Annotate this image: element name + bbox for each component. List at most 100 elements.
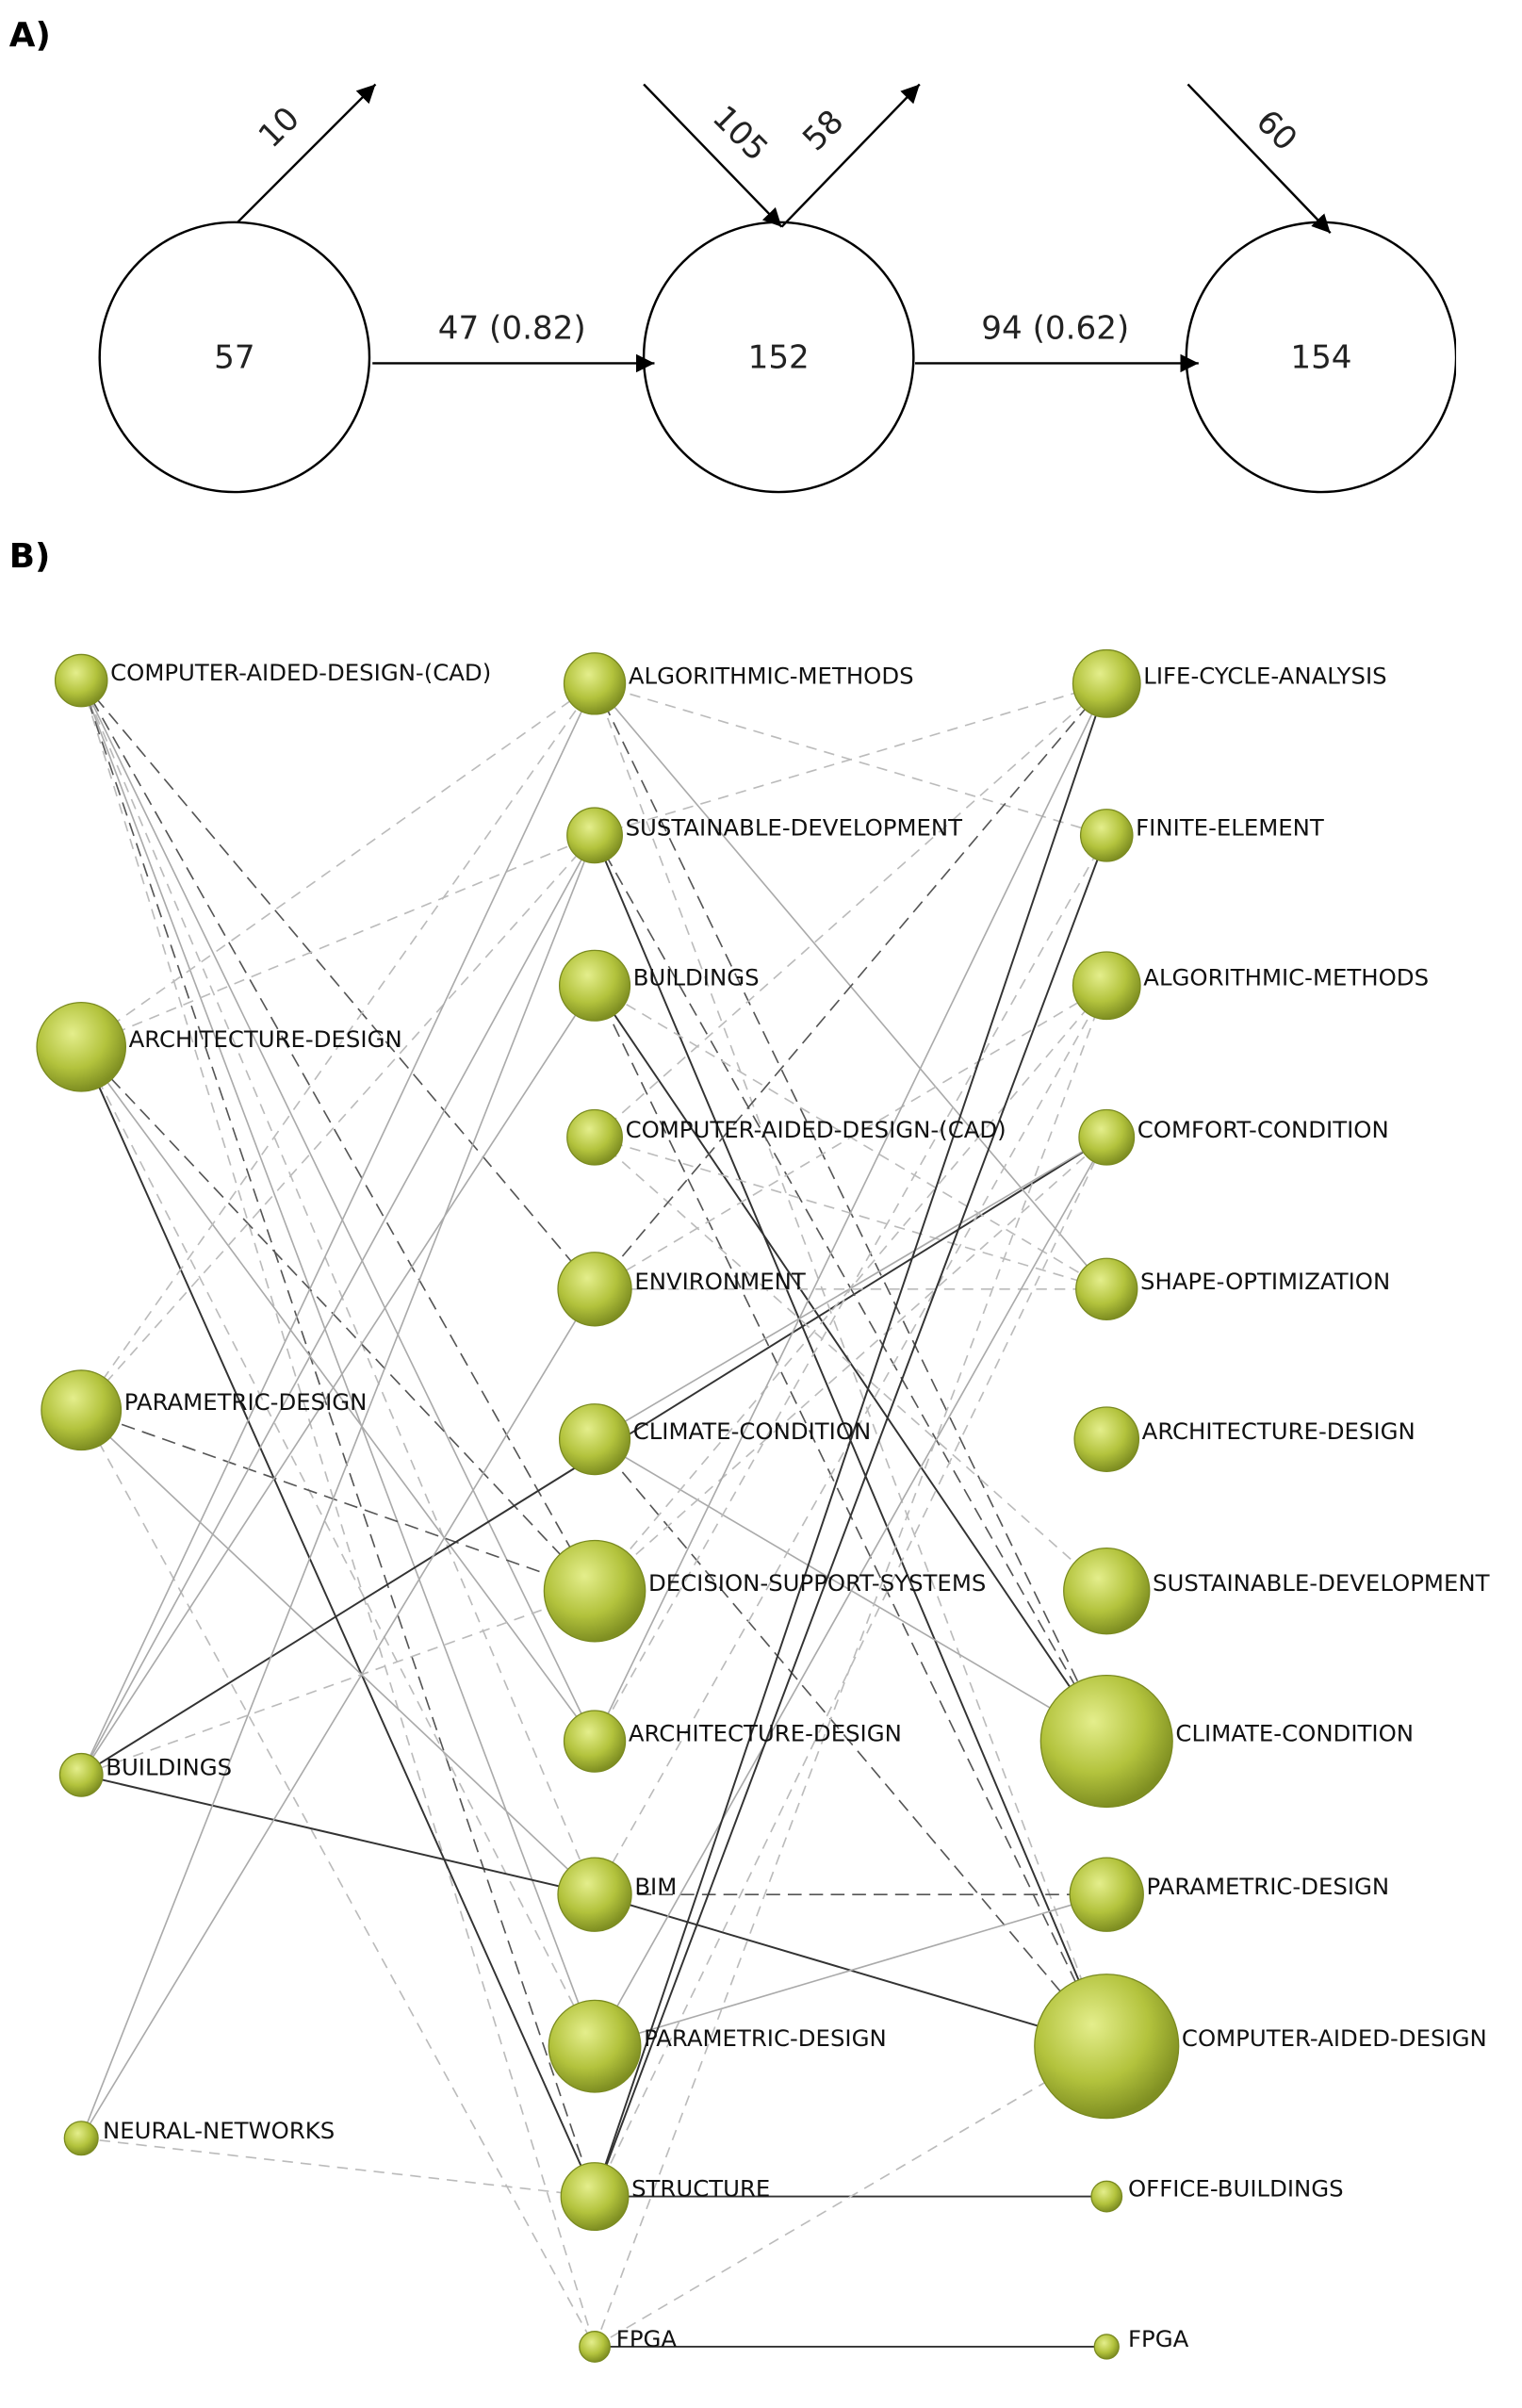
keyword-node: [563, 652, 627, 715]
edge: [80, 834, 596, 1411]
edge: [80, 680, 596, 1290]
transition-label: 94 (0.62): [981, 309, 1129, 347]
state-count: 152: [748, 338, 810, 376]
edge: [80, 834, 596, 1776]
state-count: 57: [214, 338, 254, 376]
keyword-node: [1069, 1857, 1144, 1932]
edge: [80, 835, 596, 2139]
edge: [594, 683, 1108, 2197]
keyword-node: [558, 1403, 631, 1476]
keyword-label: ARCHITECTURE-DESIGN: [629, 1720, 902, 1747]
keyword-label: SUSTAINABLE-DEVELOPMENT: [1153, 1569, 1490, 1597]
edge: [594, 985, 1107, 1290]
keyword-node: [543, 1539, 646, 1643]
edge: [594, 1137, 1107, 1592]
edge: [80, 680, 596, 2197]
edge: [80, 682, 596, 1048]
flow-label: 60: [1249, 103, 1304, 158]
panel-label: A): [9, 16, 51, 55]
keyword-node: [557, 1857, 632, 1932]
edge: [594, 985, 1108, 2348]
edge: [80, 680, 596, 2348]
keyword-label: FINITE-ELEMENT: [1136, 813, 1324, 841]
keyword-node: [1034, 1974, 1180, 2120]
keyword-label: DECISION-SUPPORT-SYSTEMS: [648, 1569, 986, 1597]
keyword-node: [557, 1252, 632, 1327]
edge: [81, 2137, 596, 2198]
keyword-node: [1072, 951, 1141, 1021]
arrow: [1187, 83, 1332, 235]
keyword-label: COMPUTER-AIDED-DESIGN: [1182, 2024, 1487, 2052]
edge: [80, 680, 596, 2047]
edge: [594, 1137, 1107, 1592]
keyword-node: [558, 949, 631, 1022]
keyword-node: [1093, 2334, 1120, 2360]
edge: [80, 1046, 596, 2047]
keyword-label: ALGORITHMIC-METHODS: [1143, 964, 1429, 991]
keyword-label: SHAPE-OPTIMIZATION: [1140, 1268, 1390, 1295]
keyword-node: [1063, 1547, 1151, 1635]
keyword-node: [1078, 1108, 1136, 1166]
edge: [80, 683, 596, 1776]
edge: [594, 835, 1108, 2197]
keyword-node: [1072, 648, 1141, 718]
edge: [594, 682, 1107, 1290]
keyword-label: CLIMATE-CONDITION: [633, 1417, 872, 1445]
keyword-label: BUILDINGS: [633, 964, 760, 991]
keyword-label: PARAMETRIC-DESIGN: [124, 1388, 368, 1416]
keyword-node: [1039, 1674, 1173, 1809]
edge: [80, 1590, 596, 1777]
edge: [80, 1409, 596, 2348]
keyword-node: [563, 1710, 627, 1773]
keyword-label: LIFE-CYCLE-ANALYSIS: [1143, 662, 1386, 689]
keyword-label: PARAMETRIC-DESIGN: [1147, 1873, 1390, 1900]
edge: [80, 682, 596, 1411]
flow-label: 58: [795, 103, 851, 158]
keyword-label: SUSTAINABLE-DEVELOPMENT: [626, 813, 963, 841]
keyword-node: [1079, 809, 1134, 862]
keyword-label: ARCHITECTURE-DESIGN: [129, 1025, 402, 1053]
edge: [80, 1046, 596, 1592]
edge: [80, 1046, 596, 2197]
keyword-node: [579, 2331, 611, 2363]
keyword-node: [58, 1752, 104, 1797]
edge: [594, 1137, 1107, 2047]
edges: [80, 680, 1108, 2348]
edge: [80, 834, 596, 1048]
edge: [80, 1774, 596, 1896]
keyword-label: ENVIRONMENT: [634, 1268, 806, 1295]
keyword-node: [54, 653, 108, 708]
transition-label: 47 (0.82): [438, 309, 586, 347]
nodes: COMPUTER-AIDED-DESIGN-(CAD) ARCHITECTURE-…: [36, 648, 1490, 2363]
flow-label: 10: [252, 100, 307, 156]
keyword-node: [63, 2121, 99, 2156]
edge: [80, 1409, 596, 1895]
keyword-node: [1075, 1257, 1138, 1320]
arrow: [237, 83, 377, 223]
edge: [594, 2045, 1107, 2348]
edge: [594, 682, 1107, 837]
keyword-node: [566, 1108, 623, 1166]
keyword-label: CLIMATE-CONDITION: [1175, 1720, 1414, 1747]
keyword-label: COMFORT-CONDITION: [1137, 1116, 1389, 1143]
edge: [594, 682, 1107, 1742]
keyword-label: PARAMETRIC-DESIGN: [644, 2024, 887, 2052]
keyword-label: FPGA: [616, 2325, 678, 2352]
edge: [594, 1137, 1107, 2197]
keyword-label: BUILDINGS: [106, 1753, 232, 1780]
edge: [80, 1409, 596, 1592]
edge: [80, 1288, 596, 2139]
keyword-label: COMPUTER-AIDED-DESIGN-(CAD): [626, 1116, 1006, 1143]
keyword-node: [566, 807, 623, 864]
edge: [594, 682, 1107, 1138]
edge: [594, 834, 1107, 1742]
keyword-node: [1090, 2180, 1123, 2213]
arrow: [780, 83, 921, 228]
state-circle: [98, 221, 371, 494]
keyword-label: ARCHITECTURE-DESIGN: [1142, 1417, 1416, 1445]
keyword-node: [36, 1001, 127, 1092]
edge: [594, 1893, 1107, 2047]
arrow: [643, 83, 783, 228]
